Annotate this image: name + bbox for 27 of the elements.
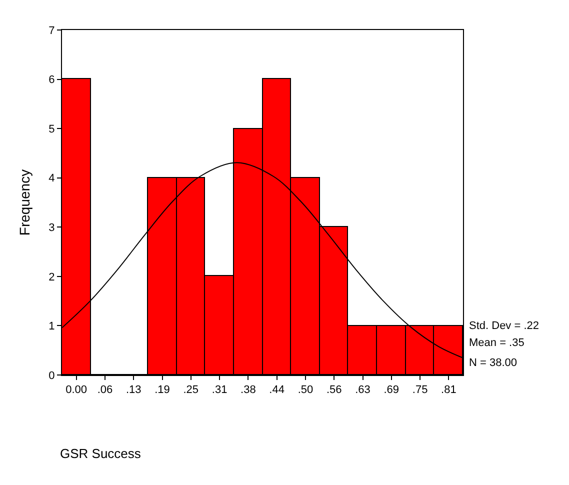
- x-tick-label: .31: [212, 384, 228, 396]
- y-tick-label: 4: [48, 172, 55, 185]
- x-tick-label: .75: [412, 384, 428, 396]
- y-tick-label: 0: [48, 370, 55, 382]
- x-tick-label: .19: [154, 384, 170, 396]
- x-tick-label: .50: [298, 384, 314, 396]
- y-tick-label: 5: [48, 123, 55, 136]
- x-tick-label: .25: [183, 384, 199, 396]
- y-tick-label: 3: [48, 222, 55, 234]
- x-tick-label: .06: [97, 384, 113, 396]
- x-axis-title: GSR Success: [60, 446, 142, 461]
- text: N = 38.00: [469, 357, 518, 369]
- x-tick-label: 0.00: [66, 384, 88, 396]
- text: Mean = .35: [469, 337, 524, 349]
- y-axis-title: Frequency: [16, 169, 32, 236]
- x-tick-label: .69: [384, 384, 400, 396]
- x-tick-label: .13: [126, 384, 142, 396]
- text: Std. Dev = .22: [469, 320, 540, 332]
- y-tick-label: 2: [48, 271, 55, 284]
- y-tick-label: 6: [48, 74, 55, 86]
- x-tick-label: .56: [326, 384, 342, 396]
- x-tick-label: .63: [355, 384, 370, 396]
- x-tick-label: .44: [269, 384, 284, 396]
- x-tick-label: .81: [441, 384, 456, 396]
- y-tick-label: 1: [48, 320, 55, 333]
- x-tick-label: .38: [240, 384, 256, 396]
- y-tick-label: 7: [48, 24, 55, 37]
